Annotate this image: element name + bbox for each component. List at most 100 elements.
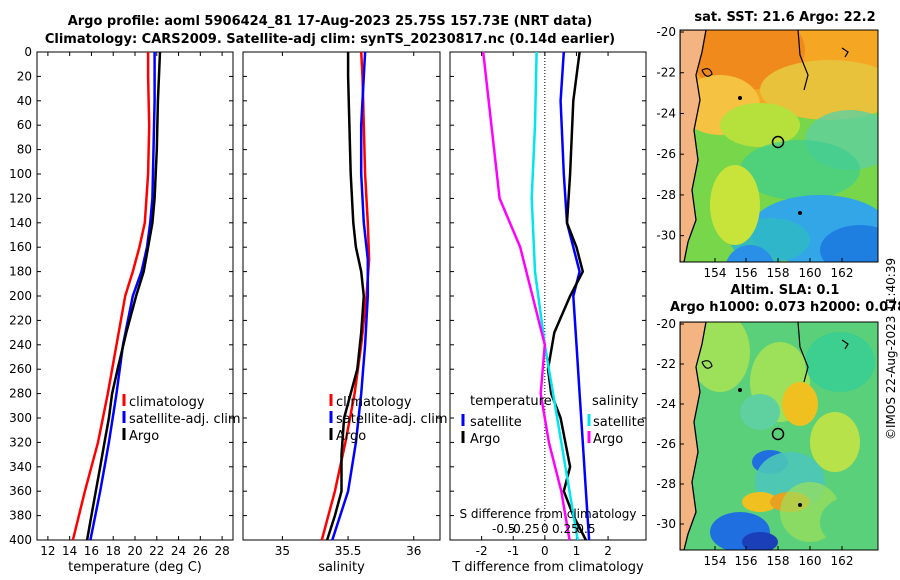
field-patch	[742, 492, 778, 512]
x-tick-label: 154	[704, 554, 727, 568]
x-tick-label: 158	[767, 554, 790, 568]
temperature-profile-panel: 0 20 40 60 80 100 120 140 160 180 200 220 240 260 280 3…	[9, 45, 241, 575]
y-tick-label: 200	[9, 289, 32, 303]
y-tick-label: 380	[9, 509, 32, 523]
island-outline	[701, 360, 713, 369]
field-patch	[760, 60, 878, 120]
y-tick-label: -26	[656, 147, 676, 161]
field-patch	[726, 245, 774, 262]
y-tick-label: -26	[656, 437, 676, 451]
x-axis-label: temperature (deg C)	[68, 560, 202, 575]
sst-map-title: sat. SST: 21.6 Argo: 22.2	[694, 10, 876, 25]
sst-map: 154 156 158 160 162 -20 -22 -24 -26 -28 -30	[656, 25, 879, 280]
reef-outline	[797, 322, 809, 383]
legend-label: Argo	[129, 429, 159, 444]
reef-outline	[841, 47, 849, 58]
field-patch	[805, 332, 875, 392]
x-tick-label: 22	[149, 544, 164, 558]
series-satellite-adj-clim	[331, 51, 370, 541]
x-tick-label: 12	[40, 544, 55, 558]
y-tick-label: 0	[24, 45, 32, 59]
island	[738, 388, 742, 392]
y-tick-label: -30	[656, 229, 676, 243]
x-tick-label: 158	[767, 266, 790, 280]
x-tick-label: 36	[406, 544, 421, 558]
y-tick-label: 320	[9, 435, 32, 449]
difference-profile-panel: -2 -1 0 1 2 T difference from climatology S di…	[449, 51, 647, 575]
x-tick-label: 2	[604, 544, 612, 558]
x-tick-label: 160	[799, 554, 822, 568]
x-tick-label: 0	[541, 544, 549, 558]
y-tick-label: 160	[9, 240, 32, 254]
legend-label: Argo	[593, 432, 623, 447]
argo-position-marker	[771, 427, 785, 441]
island	[798, 211, 802, 215]
y-tick-label: -24	[656, 106, 676, 120]
y-tick-label: -22	[656, 66, 676, 80]
y-tick-label: 400	[9, 533, 32, 547]
y-tick-label: -30	[656, 517, 676, 531]
land-australia	[680, 30, 707, 262]
legend-label: Argo	[470, 432, 500, 447]
series-argo	[85, 51, 162, 541]
x-tick-label: 154	[704, 266, 727, 280]
field-patch	[810, 412, 860, 472]
legend-label: satellite	[470, 415, 522, 430]
top-tick-label: 0.5	[576, 522, 595, 536]
y-tick-label: 180	[9, 265, 32, 279]
map-frame	[679, 29, 879, 263]
x-tick-label: 162	[831, 266, 854, 280]
sla-map-title-line1: Altim. SLA: 0.1	[730, 283, 840, 298]
x-tick-label: -2	[476, 544, 488, 558]
sla-map-field	[680, 322, 878, 550]
series-satellite-adj-clim	[89, 52, 156, 541]
field-patch	[710, 165, 760, 245]
x-tick-label: 18	[106, 544, 121, 558]
sla-map-title-line2: Argo h1000: 0.073 h2000: 0.078	[670, 300, 900, 315]
reef-outline	[797, 30, 809, 91]
legend-label: satellite-adj. clim	[129, 412, 241, 427]
x-tick-label: 24	[171, 544, 186, 558]
y-tick-label: 20	[17, 69, 32, 83]
y-tick-label: -22	[656, 357, 676, 371]
top-tick-label: 0	[541, 522, 549, 536]
x-tick-label: 35	[275, 544, 290, 558]
legend-label: satellite-adj. clim	[336, 412, 448, 427]
y-tick-label: -28	[656, 188, 676, 202]
legend-title: salinity	[592, 394, 639, 409]
y-tick-label: 340	[9, 460, 32, 474]
island-outline	[701, 68, 713, 77]
field-patch	[820, 225, 878, 262]
field-patch	[740, 394, 780, 430]
x-axis-label: T difference from climatology	[451, 560, 644, 575]
legend-label: climatology	[129, 395, 205, 410]
y-tick-label: -28	[656, 477, 676, 491]
x-tick-label: 162	[831, 554, 854, 568]
y-tick-label: 240	[9, 338, 32, 352]
chart-title-line2: Climatology: CARS2009. Satellite-adj cli…	[44, 32, 616, 47]
plot-frame	[449, 51, 647, 541]
island	[738, 96, 742, 100]
field-patch	[820, 497, 878, 547]
y-tick-label: 60	[17, 118, 32, 132]
field-patch	[740, 140, 860, 200]
salinity-profile-panel: 35 35.5 36 salinity climatology satellite-adj…	[242, 51, 448, 575]
x-tick-label: 28	[214, 544, 229, 558]
x-tick-label: 35.5	[335, 544, 362, 558]
y-tick-label: -24	[656, 397, 676, 411]
y-tick-label: -20	[656, 317, 676, 331]
y-tick-label: 120	[9, 191, 32, 205]
sst-map-field	[680, 30, 878, 262]
field-patch	[742, 532, 778, 550]
y-tick-label: 280	[9, 387, 32, 401]
island	[798, 503, 802, 507]
x-tick-label: 160	[799, 266, 822, 280]
y-tick-label: -20	[656, 25, 676, 39]
legend-label: Argo	[336, 429, 366, 444]
series-argo	[325, 52, 366, 541]
field-patch	[782, 382, 818, 426]
top-axis-label: S difference from climatology	[460, 507, 637, 521]
top-tick-label: 0.25	[552, 522, 579, 536]
series-climatology	[71, 52, 151, 541]
sla-map: 154 156 158 160 162 -20 -22 -24 -26 -28 -30	[656, 317, 879, 568]
